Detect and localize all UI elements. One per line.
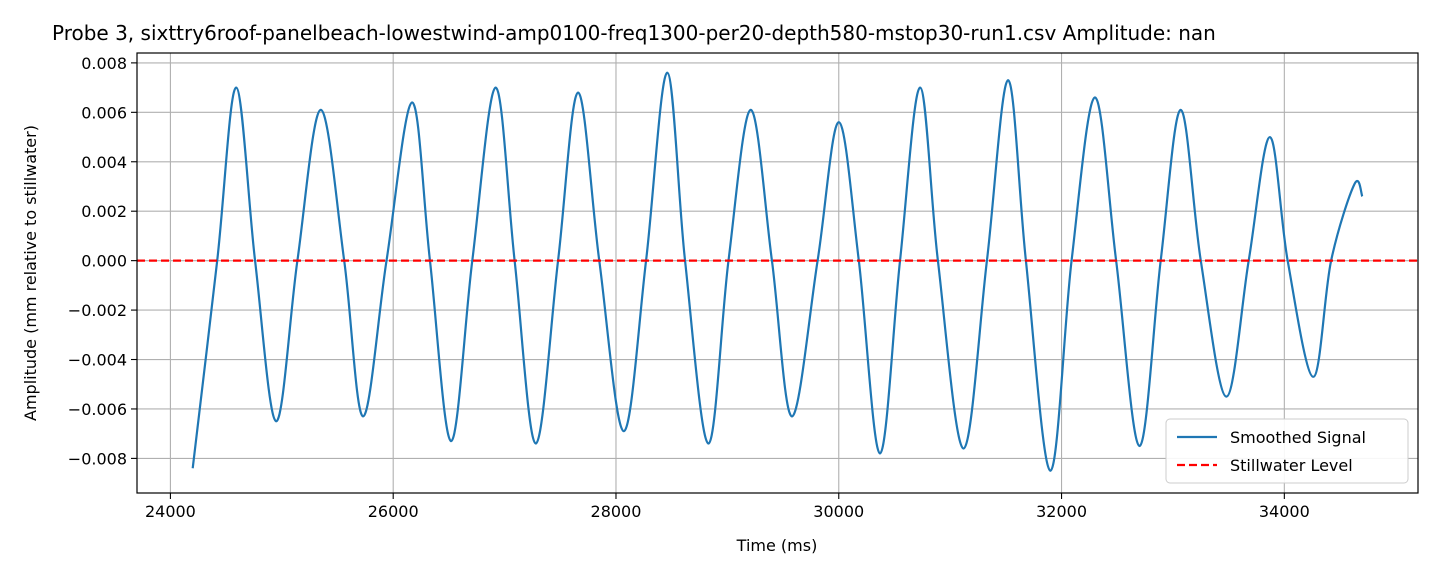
y-tick-label: 0.000 [81, 252, 127, 271]
x-tick-label: 28000 [591, 502, 642, 521]
y-tick-label: 0.006 [81, 103, 127, 122]
x-tick-label: 34000 [1259, 502, 1310, 521]
x-tick-label: 32000 [1036, 502, 1087, 521]
plot-frame [136, 52, 1419, 494]
x-tick-label: 30000 [813, 502, 864, 521]
series-line-smoothed-signal [191, 71, 1364, 472]
y-tick-label: 0.004 [81, 153, 127, 172]
x-tick-label: 26000 [368, 502, 419, 521]
y-tick-label: 0.008 [81, 54, 127, 73]
y-tick-label: −0.008 [68, 449, 127, 468]
y-tick-label: −0.004 [68, 351, 127, 370]
y-tick-label: 0.002 [81, 202, 127, 221]
legend-box [1165, 418, 1409, 484]
y-tick-label: −0.006 [68, 400, 127, 419]
y-axis-ticks: −0.008 −0.006 −0.004 −0.002 0.000 0.002 0.004 0… [68, 54, 137, 468]
legend: Smoothed Signal Stillwater Level [1165, 418, 1409, 484]
chart-title: Probe 3, sixttry6roof-panelbeach-lowestw… [52, 21, 1216, 45]
x-axis-label: Time (ms) [736, 536, 818, 555]
y-tick-label: −0.002 [68, 301, 127, 320]
x-axis-ticks: 24000 26000 28000 30000 32000 34000 [145, 493, 1310, 521]
grid-lines [137, 53, 1418, 493]
series-layer [137, 71, 1418, 472]
y-axis-label: Amplitude (mm relative to stillwater) [21, 125, 40, 421]
legend-label-stillwater-level: Stillwater Level [1230, 456, 1353, 475]
legend-label-smoothed-signal: Smoothed Signal [1230, 428, 1366, 447]
x-tick-label: 24000 [145, 502, 196, 521]
